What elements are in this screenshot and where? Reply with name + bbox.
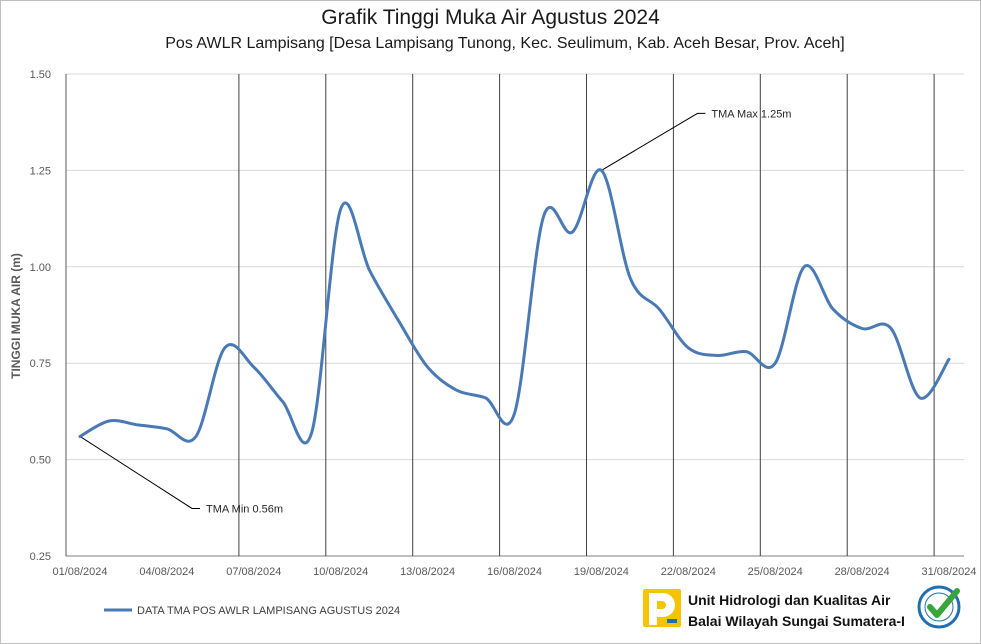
vertical-gridlines: [238, 74, 935, 556]
legend-label: DATA TMA POS AWLR LAMPISANG AGUSTUS 2024: [137, 605, 400, 617]
annotation-leader: [79, 436, 200, 509]
chart-title: Grafik Tinggi Muka Air Agustus 2024: [321, 6, 660, 29]
x-tick-label: 31/08/2024: [921, 566, 976, 578]
certified-badge-icon: [917, 585, 961, 629]
x-tick-label: 25/08/2024: [748, 566, 803, 578]
x-tick-label: 19/08/2024: [574, 566, 629, 578]
y-tick-label: 1.00: [30, 262, 51, 274]
horizontal-gridlines: [65, 73, 964, 557]
x-tick-label: 13/08/2024: [400, 566, 455, 578]
y-tick-label: 0.75: [30, 358, 51, 370]
y-tick-label: 1.25: [30, 165, 51, 177]
annotation-leader: [601, 112, 706, 171]
x-tick-label: 10/08/2024: [313, 566, 368, 578]
y-tick-label: 0.50: [30, 455, 51, 467]
pupr-logo-icon: [643, 589, 681, 627]
legend: DATA TMA POS AWLR LAMPISANG AGUSTUS 2024: [104, 605, 400, 617]
y-tick-label: 0.25: [30, 551, 51, 563]
y-tick-label: 1.50: [30, 69, 51, 81]
x-tick-label: 16/08/2024: [487, 566, 542, 578]
chart-subtitle: Pos AWLR Lampisang [Desa Lampisang Tunon…: [165, 35, 845, 52]
x-tick-label: 28/08/2024: [835, 566, 890, 578]
x-tick-label: 22/08/2024: [661, 566, 716, 578]
organization-line-1: Unit Hidrologi dan Kualitas Air: [688, 592, 891, 608]
annotation-label: TMA Min 0.56m: [206, 503, 283, 515]
y-axis-label: TINGGI MUKA AIR (m): [9, 253, 23, 379]
x-tick-label: 04/08/2024: [139, 566, 194, 578]
organization-name: Unit Hidrologi dan Kualitas Air Balai Wi…: [688, 590, 905, 632]
annotations: TMA Max 1.25m TMA Min 0.56m: [79, 108, 791, 515]
x-axis-tick-labels: 01/08/2024 04/08/2024 07/08/2024 10/08/2024…: [52, 566, 976, 578]
x-tick-label: 07/08/2024: [226, 566, 281, 578]
x-tick-label: 01/08/2024: [52, 566, 107, 578]
organization-line-2: Balai Wilayah Sungai Sumatera-I: [688, 613, 905, 629]
annotation-label: TMA Max 1.25m: [711, 108, 791, 120]
series-line: [78, 168, 951, 445]
y-axis-tick-labels: 0.25 0.50 0.75 1.00 1.25 1.50: [30, 69, 51, 563]
